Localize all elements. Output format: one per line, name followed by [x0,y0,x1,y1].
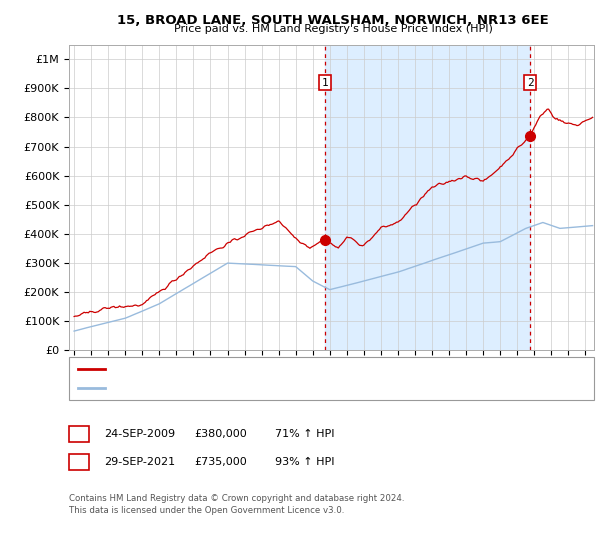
Text: Price paid vs. HM Land Registry's House Price Index (HPI): Price paid vs. HM Land Registry's House … [173,24,493,34]
Text: 71% ↑ HPI: 71% ↑ HPI [275,429,334,439]
Text: £380,000: £380,000 [194,429,247,439]
Text: 2: 2 [75,455,83,469]
Text: 93% ↑ HPI: 93% ↑ HPI [275,457,334,467]
Text: HPI: Average price, detached house, Broadland: HPI: Average price, detached house, Broa… [108,383,338,393]
Text: 1: 1 [322,78,329,87]
Text: Contains HM Land Registry data © Crown copyright and database right 2024.
This d: Contains HM Land Registry data © Crown c… [69,494,404,515]
Text: 29-SEP-2021: 29-SEP-2021 [104,457,175,467]
Text: £735,000: £735,000 [194,457,247,467]
Text: 24-SEP-2009: 24-SEP-2009 [104,429,175,439]
Text: 2: 2 [527,78,533,87]
Text: 1: 1 [75,427,83,441]
Text: 15, BROAD LANE, SOUTH WALSHAM, NORWICH, NR13 6EE (detached house): 15, BROAD LANE, SOUTH WALSHAM, NORWICH, … [108,364,482,374]
Text: 15, BROAD LANE, SOUTH WALSHAM, NORWICH, NR13 6EE: 15, BROAD LANE, SOUTH WALSHAM, NORWICH, … [117,14,549,27]
Bar [325,45,530,350]
